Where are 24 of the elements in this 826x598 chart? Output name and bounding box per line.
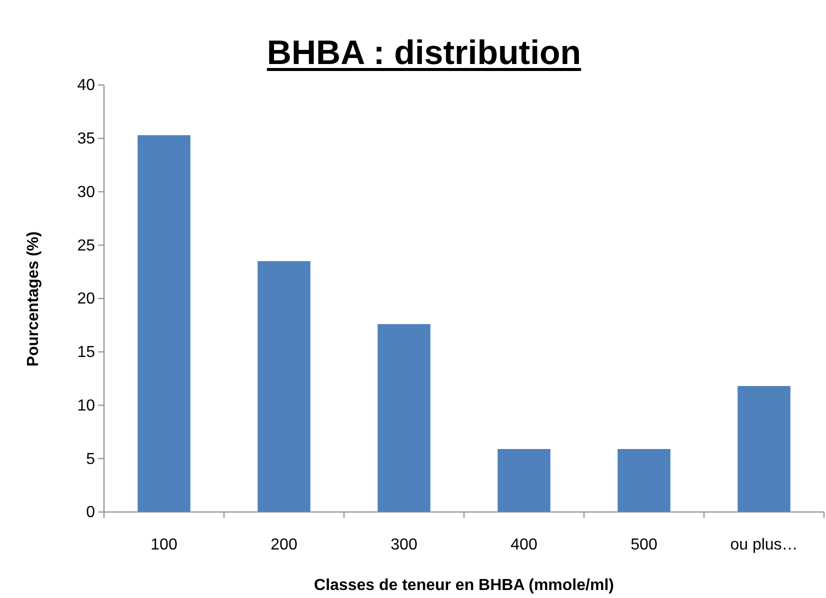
y-tick-label: 10	[77, 397, 96, 414]
x-tick-label: 300	[390, 536, 418, 554]
x-tick-label: 500	[630, 536, 658, 554]
x-tick-label: ou plus…	[730, 536, 798, 554]
y-tick-label: 40	[77, 77, 96, 94]
y-tick-label: 25	[77, 237, 96, 254]
y-tick-label: 0	[86, 504, 96, 522]
x-tick-label: 100	[150, 536, 178, 554]
y-tick-label: 30	[77, 184, 96, 201]
x-tick-label: 200	[270, 536, 298, 554]
x-tick-label: 400	[510, 536, 538, 554]
chart-title: BHBA : distribution	[266, 34, 582, 72]
x-axis-title: Classes de teneur en BHBA (mmole/ml)	[314, 577, 614, 594]
y-tick-label: 15	[77, 344, 96, 361]
bar	[378, 324, 430, 512]
bar	[618, 449, 670, 512]
y-tick-label: 5	[86, 450, 96, 468]
y-tick-label: 35	[77, 130, 96, 148]
y-axis-title: Pourcentages (%)	[25, 231, 42, 367]
bar	[738, 386, 790, 512]
bar	[258, 261, 310, 512]
bar	[498, 449, 550, 512]
y-tick-label: 20	[77, 290, 96, 308]
bar	[138, 135, 190, 512]
